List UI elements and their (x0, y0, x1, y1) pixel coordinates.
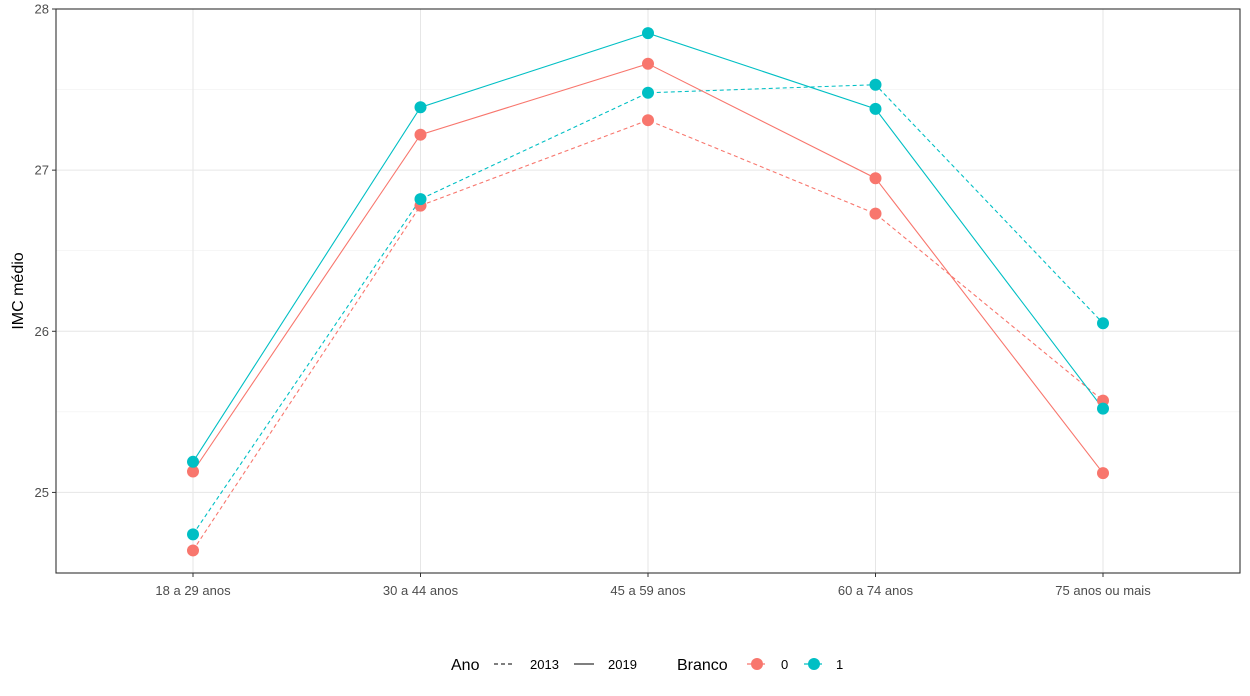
data-point-2019-branco-1 (414, 101, 427, 114)
x-tick-label: 75 anos ou mais (1055, 583, 1151, 598)
legend-key-point-1 (808, 658, 820, 670)
y-tick-label: 26 (35, 324, 49, 339)
data-point-2019-branco-0 (642, 57, 654, 70)
y-axis-title: IMC médio (10, 252, 27, 329)
legend-title-branco: Branco (677, 657, 728, 674)
data-point-2013-branco-1 (414, 193, 427, 206)
data-point-2013-branco-0 (869, 207, 882, 220)
series-line-2013-branco-0 (192, 119, 1104, 551)
data-point-2013-branco-1 (187, 528, 199, 541)
legend-label-2013: 2013 (530, 657, 559, 672)
series-points (187, 27, 1109, 557)
legend: Ano 2013 2019 Branco 0 1 (451, 657, 843, 674)
legend-label-1: 1 (836, 657, 843, 672)
data-point-2019-branco-1 (642, 27, 654, 40)
x-tick-label: 30 a 44 anos (383, 583, 459, 598)
data-point-2019-branco-0 (1097, 467, 1109, 480)
data-point-2013-branco-1 (869, 78, 882, 91)
legend-label-2019: 2019 (608, 657, 637, 672)
data-point-2019-branco-1 (1097, 402, 1109, 415)
data-point-2019-branco-1 (869, 102, 882, 115)
data-point-2019-branco-0 (869, 172, 882, 185)
legend-title-ano: Ano (451, 657, 480, 674)
data-point-2013-branco-0 (187, 544, 199, 557)
y-axis: 25 26 27 28 (35, 2, 56, 500)
data-point-2013-branco-0 (642, 114, 654, 127)
data-point-2013-branco-1 (642, 86, 654, 99)
data-point-2019-branco-1 (187, 455, 199, 468)
x-tick-label: 60 a 74 anos (838, 583, 914, 598)
x-axis: 18 a 29 anos 30 a 44 anos 45 a 59 anos 60 a… (155, 573, 1151, 598)
y-tick-label: 27 (35, 163, 49, 178)
data-point-2013-branco-1 (1097, 317, 1109, 330)
x-tick-label: 18 a 29 anos (155, 583, 231, 598)
y-tick-label: 25 (35, 485, 49, 500)
data-point-2019-branco-0 (187, 465, 199, 478)
x-tick-label: 45 a 59 anos (610, 583, 686, 598)
legend-label-0: 0 (781, 657, 788, 672)
legend-key-point-0 (751, 658, 763, 670)
y-tick-label: 28 (35, 2, 49, 17)
data-point-2019-branco-0 (414, 128, 427, 141)
